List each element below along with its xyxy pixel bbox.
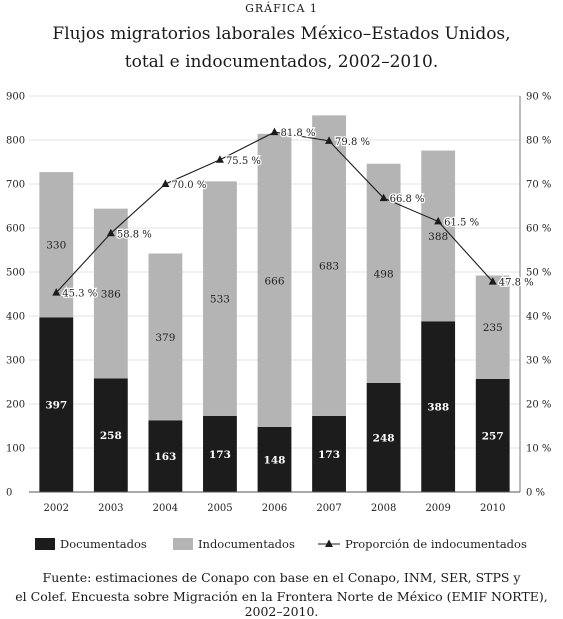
proportion-line	[52, 127, 497, 296]
source-note-line-1: Fuente: estimaciones de Conapo con base …	[42, 570, 521, 585]
proportion-marker	[270, 127, 279, 136]
y-tick-label: 100	[6, 444, 25, 455]
bar-indocumentados	[203, 181, 237, 416]
y2-tick-label: 20 %	[526, 400, 551, 411]
y2-tick-label: 60 %	[526, 224, 551, 235]
data-label-documentados: 248	[373, 432, 395, 444]
proportion-label: 61.5 %	[444, 217, 479, 228]
y-tick-label: 300	[6, 356, 25, 367]
y2-tick-label: 0 %	[526, 488, 545, 499]
bar-documentados	[148, 420, 183, 492]
y2-tick-label: 90 %	[526, 92, 551, 103]
bar-documentados	[39, 317, 74, 492]
x-tick-label: 2008	[371, 503, 396, 514]
proportion-label: 47.8 %	[499, 278, 534, 289]
y2-tick-label: 50 %	[526, 268, 551, 279]
x-tick-label: 2005	[207, 503, 232, 514]
y-tick-label: 500	[6, 268, 25, 279]
data-label-documentados: 173	[318, 449, 340, 461]
proportion-marker	[325, 136, 334, 144]
legend-label-documentados: Documentados	[60, 537, 147, 551]
proportion-label: 45.3 %	[62, 289, 97, 300]
bar-documentados	[366, 382, 401, 492]
source-note-line-2: el Colef. Encuesta sobre Migración en la…	[15, 589, 548, 619]
proportion-marker	[434, 216, 443, 225]
data-label-indocumentados: 330	[46, 240, 66, 252]
data-label-indocumentados: 235	[483, 322, 503, 334]
proportion-marker	[488, 277, 497, 285]
legend-marker-proporcion	[325, 539, 333, 547]
chart-title-line-2: total e indocumentados, 2002–2010.	[124, 52, 439, 72]
data-labels: 397 330 258 386 163 379 173 533 148 666 173 683 248 4…	[45, 127, 535, 467]
y-tick-label: 900	[6, 92, 25, 103]
data-label-documentados: 258	[100, 430, 122, 442]
bar-indocumentados	[475, 275, 510, 379]
bar-documentados	[93, 378, 128, 492]
proportion-label: 66.8 %	[390, 194, 425, 205]
proportion-marker	[215, 155, 224, 163]
proportion-label: 79.8 %	[335, 137, 370, 148]
x-tick-label: 2009	[425, 503, 450, 514]
data-label-indocumentados: 533	[210, 294, 230, 306]
bar-indocumentados	[257, 133, 292, 427]
chart-title-line-1: Flujos migratorios laborales México–Esta…	[52, 24, 511, 44]
y-tick-label: 700	[6, 180, 25, 191]
bar-documentados	[421, 321, 456, 492]
proportion-label: 58.8 %	[117, 229, 152, 240]
y2-tick-label: 30 %	[526, 356, 551, 367]
proportion-marker	[161, 179, 170, 187]
data-label-indocumentados: 683	[319, 261, 339, 273]
proportion-label: 75.5 %	[226, 156, 261, 167]
proportion-label: 70.0 %	[171, 180, 206, 191]
legend-swatch-documentados	[35, 538, 55, 550]
data-label-documentados: 388	[427, 402, 449, 414]
legend-label-indocumentados: Indocumentados	[198, 537, 295, 551]
bar-documentados	[257, 426, 292, 492]
x-tick-label: 2004	[153, 503, 178, 514]
proportion-marker	[106, 228, 115, 237]
data-label-documentados: 257	[482, 430, 504, 442]
legend-label-proporcion: Proporción de indocumentados	[345, 537, 527, 551]
data-label-indocumentados: 379	[155, 332, 175, 344]
y-tick-label: 0	[6, 488, 12, 499]
data-label-documentados: 397	[45, 400, 67, 412]
bar-indocumentados	[421, 150, 456, 322]
data-label-indocumentados: 388	[428, 231, 448, 243]
data-label-indocumentados: 498	[374, 268, 394, 280]
x-tick-label: 2003	[98, 503, 123, 514]
y2-tick-label: 80 %	[526, 136, 551, 147]
proportion-label: 81.8 %	[281, 128, 316, 139]
bar-indocumentados	[148, 253, 183, 421]
bar-documentados	[475, 378, 510, 492]
figure-label: GRÁFICA 1	[245, 2, 318, 15]
data-label-documentados: 173	[209, 449, 231, 461]
data-label-documentados: 163	[154, 451, 176, 463]
bar-indocumentados	[93, 208, 128, 379]
x-tick-label: 2006	[262, 503, 287, 514]
data-label-indocumentados: 666	[264, 275, 284, 287]
y2-tick-label: 40 %	[526, 312, 551, 323]
legend-swatch-indocumentados	[173, 538, 193, 550]
x-tick-label: 2007	[316, 503, 341, 514]
y-tick-label: 800	[6, 136, 25, 147]
x-tick-label: 2002	[44, 503, 69, 514]
y2-tick-label: 70 %	[526, 180, 551, 191]
y-tick-label: 600	[6, 224, 25, 235]
proportion-marker	[52, 288, 61, 296]
bar-documentados	[203, 415, 237, 492]
data-label-documentados: 148	[264, 454, 286, 466]
bars	[39, 115, 510, 492]
y2-tick-label: 10 %	[526, 444, 551, 455]
y-tick-label: 400	[6, 312, 25, 323]
legend: Documentados Indocumentados Proporción de …	[35, 537, 527, 551]
data-label-indocumentados: 386	[101, 289, 121, 301]
bar-documentados	[312, 415, 346, 492]
bar-indocumentados	[312, 115, 346, 416]
y-tick-label: 200	[6, 400, 25, 411]
proportion-marker	[379, 193, 388, 202]
x-tick-label: 2010	[480, 503, 505, 514]
